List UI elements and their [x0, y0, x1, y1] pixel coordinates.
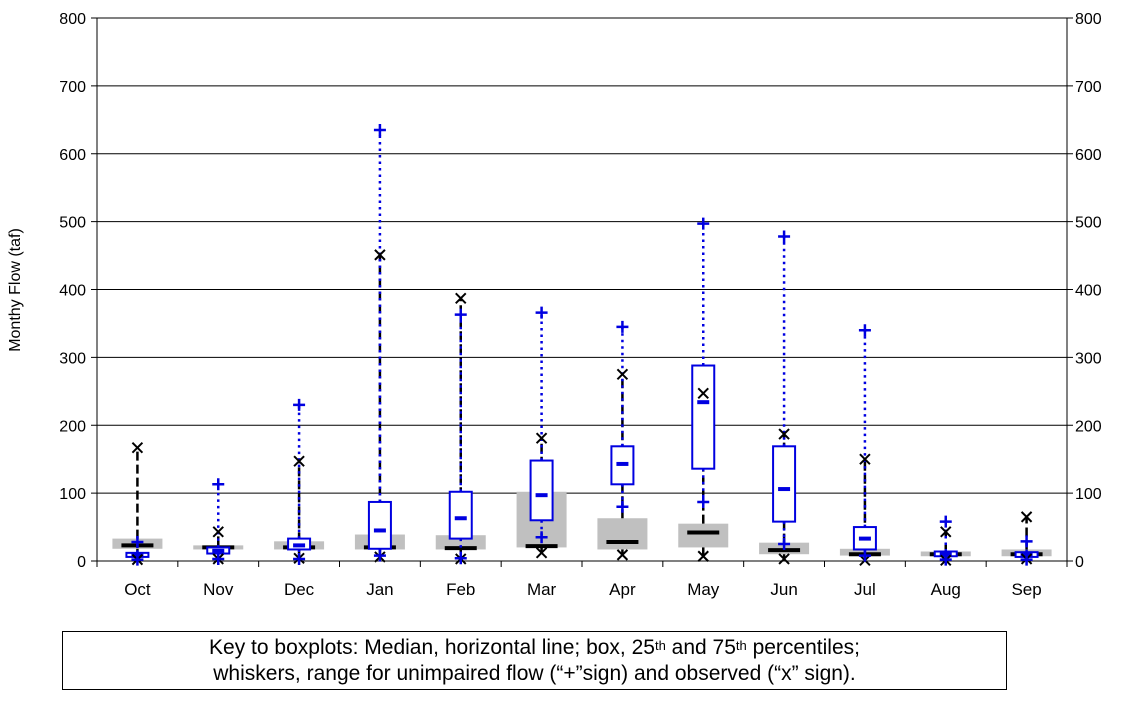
unimpaired-min-marker [697, 495, 710, 508]
y-tick-label-left: 300 [59, 350, 86, 367]
x-axis: Oct Nov Dec Jan Feb Mar Apr May Jun Jul Aug Sep [96, 561, 1068, 599]
unimpaired-max-marker [858, 324, 871, 337]
y-tick-label-left: 600 [59, 147, 86, 164]
unimpaired-min-marker [535, 531, 548, 544]
unimpaired-max-marker [1020, 535, 1033, 548]
unimpaired-max-marker [212, 478, 225, 491]
unimpaired-min-marker [778, 538, 791, 551]
y-tick-label-right: 800 [1075, 11, 1102, 28]
observed-max-marker [535, 432, 548, 444]
y-axis-title: Monthy Flow (taf) [7, 228, 24, 352]
observed-max-marker [1020, 511, 1033, 523]
y-tick-label-right: 400 [1075, 283, 1102, 300]
x-tick-label: May [687, 580, 720, 599]
x-tick-label: Jul [854, 580, 876, 599]
observed-max-marker [455, 292, 467, 305]
y-tick-label-right: 0 [1075, 554, 1084, 571]
y-tick-label-right: 100 [1075, 486, 1102, 503]
box-series [112, 123, 1052, 567]
unimpaired-box [448, 490, 473, 540]
unimpaired-min-marker [293, 552, 306, 565]
x-tick-label: Apr [609, 580, 636, 599]
observed-max-marker [859, 453, 871, 465]
y-tick-label-right: 700 [1075, 79, 1102, 96]
y-tick-label-left: 0 [77, 554, 86, 571]
key-line-2: whiskers, range for unimpaired flow (“+”… [213, 662, 856, 685]
y-tick-label-right: 600 [1075, 147, 1102, 164]
key-line-1: Key to boxplots: Median, horizontal line… [63, 635, 1006, 661]
x-tick-label: Dec [284, 580, 315, 599]
observed-min-marker [697, 550, 709, 562]
x-tick-label: Jan [366, 580, 393, 599]
y-tick-label-left: 400 [59, 283, 86, 300]
x-tick-label: Aug [931, 580, 961, 599]
observed-max-marker [131, 441, 144, 454]
unimpaired-max-marker [778, 230, 791, 243]
unimpaired-box [367, 500, 392, 550]
key-sup-2: th [735, 638, 747, 653]
observed-min-marker [616, 549, 629, 561]
unimpaired-min-marker [858, 549, 871, 562]
unimpaired-max-marker [293, 398, 306, 411]
y-tick-label-right: 300 [1075, 350, 1102, 367]
unimpaired-box [529, 459, 554, 522]
x-tick-label: Nov [203, 580, 234, 599]
observed-max-marker [697, 387, 709, 400]
unimpaired-max-marker [535, 306, 548, 319]
gridlines [97, 85, 1067, 494]
unimpaired-max-marker [939, 515, 952, 528]
y-tick-label-left: 200 [59, 418, 86, 435]
unimpaired-max-marker [131, 535, 144, 548]
unimpaired-box [691, 364, 716, 470]
observed-max-marker [293, 455, 305, 467]
key-text-c: percentiles; [746, 636, 860, 659]
observed-min-marker [778, 553, 790, 565]
key-text-b: and 75 [665, 636, 736, 659]
observed-box [435, 535, 486, 550]
y-tick-label-left: 500 [59, 215, 86, 232]
observed-box [678, 523, 729, 548]
unimpaired-min-marker [939, 553, 952, 566]
y-tick-label-left: 100 [59, 486, 86, 503]
unimpaired-min-marker [212, 552, 225, 565]
unimpaired-max-marker [697, 217, 710, 230]
x-tick-label: Feb [446, 580, 475, 599]
key-text-a: Key to boxplots: Median, horizontal line… [209, 636, 655, 659]
observed-max-marker [778, 428, 790, 440]
y-tick-label-left: 800 [59, 11, 86, 28]
observed-max-marker [374, 249, 386, 261]
unimpaired-max-marker [616, 320, 629, 333]
unimpaired-min-marker [454, 552, 467, 565]
unimpaired-min-marker [131, 553, 144, 566]
x-tick-label: Mar [527, 580, 557, 599]
unimpaired-max-marker [373, 123, 386, 136]
x-tick-label: Oct [124, 580, 151, 599]
observed-max-marker [940, 526, 952, 538]
observed-max-marker [212, 526, 224, 538]
y-tick-label-right: 200 [1075, 418, 1102, 435]
x-tick-label: Jun [770, 580, 797, 599]
y-tick-label-right: 500 [1075, 215, 1102, 232]
observed-min-marker [535, 547, 548, 559]
observed-box [597, 518, 648, 550]
unimpaired-min-marker [1020, 553, 1033, 566]
unimpaired-max-marker [454, 308, 467, 321]
unimpaired-min-marker [616, 500, 629, 513]
y-axis-left: 0 100 200 300 400 500 600 700 800 [59, 11, 97, 571]
key-sup-1: th [654, 638, 666, 653]
boxplot-chart: 0 100 200 300 400 500 600 700 800 0 100 200 300 400 5… [7, 11, 1102, 599]
observed-max-marker [616, 368, 629, 381]
y-axis-right: 0 100 200 300 400 500 600 700 800 [1067, 11, 1102, 571]
y-tick-label-left: 700 [59, 79, 86, 96]
x-tick-label: Sep [1011, 580, 1041, 599]
unimpaired-min-marker [373, 549, 386, 562]
unimpaired-box [772, 445, 797, 523]
boxplot-key: Key to boxplots: Median, horizontal line… [62, 631, 1007, 690]
